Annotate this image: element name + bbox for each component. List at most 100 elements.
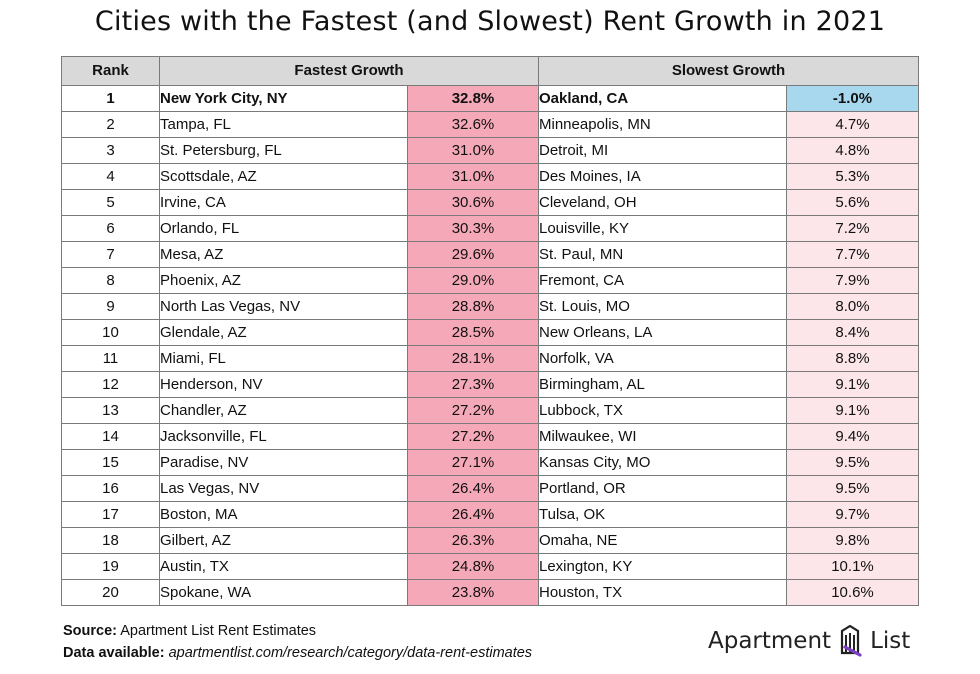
fastest-city-cell: St. Petersburg, FL: [159, 137, 408, 164]
slowest-value-cell: 5.3%: [786, 163, 919, 190]
slowest-city-cell: Detroit, MI: [538, 137, 787, 164]
slowest-city-cell: Portland, OR: [538, 475, 787, 502]
fastest-city-cell: Orlando, FL: [159, 215, 408, 242]
slowest-city-cell: Cleveland, OH: [538, 189, 787, 216]
data-url: apartmentlist.com/research/category/data…: [168, 645, 533, 661]
rent-growth-table: Rank Fastest Growth Slowest Growth 1 New …: [61, 56, 919, 606]
fastest-city-cell: Glendale, AZ: [159, 319, 408, 346]
logo-word-apartment: Apartment: [708, 628, 832, 654]
slowest-city-cell: Lubbock, TX: [538, 397, 787, 424]
fastest-value-cell: 28.5%: [407, 319, 539, 346]
rank-cell: 3: [61, 137, 160, 164]
rank-cell: 12: [61, 371, 160, 398]
slowest-value-cell: 9.1%: [786, 397, 919, 424]
table-row: 3 St. Petersburg, FL 31.0% Detroit, MI 4.8%: [61, 137, 919, 164]
fastest-value-cell: 29.6%: [407, 241, 539, 268]
table-row: 9 North Las Vegas, NV 28.8% St. Louis, MO 8.…: [61, 293, 919, 320]
rank-cell: 9: [61, 293, 160, 320]
fastest-value-cell: 29.0%: [407, 267, 539, 294]
fastest-city-cell: Henderson, NV: [159, 371, 408, 398]
fastest-city-cell: Miami, FL: [159, 345, 408, 372]
table-row: 15 Paradise, NV 27.1% Kansas City, MO 9.5%: [61, 449, 919, 476]
table-row: 7 Mesa, AZ 29.6% St. Paul, MN 7.7%: [61, 241, 919, 268]
source-line: Source: Apartment List Rent Estimates: [63, 620, 532, 642]
data-line: Data available: apartmentlist.com/resear…: [63, 642, 532, 664]
table-row: 19 Austin, TX 24.8% Lexington, KY 10.1%: [61, 553, 919, 580]
rank-cell: 5: [61, 189, 160, 216]
slowest-city-cell: St. Paul, MN: [538, 241, 787, 268]
rank-cell: 15: [61, 449, 160, 476]
slowest-city-cell: Houston, TX: [538, 579, 787, 606]
fastest-city-cell: Jacksonville, FL: [159, 423, 408, 450]
fastest-value-cell: 27.3%: [407, 371, 539, 398]
fastest-city-cell: Spokane, WA: [159, 579, 408, 606]
rank-cell: 14: [61, 423, 160, 450]
table-row: 2 Tampa, FL 32.6% Minneapolis, MN 4.7%: [61, 111, 919, 138]
slowest-value-cell: 4.8%: [786, 137, 919, 164]
rank-cell: 7: [61, 241, 160, 268]
apartment-list-logo-icon: [840, 625, 862, 657]
table-header-row: Rank Fastest Growth Slowest Growth: [61, 56, 919, 86]
fastest-city-cell: Gilbert, AZ: [159, 527, 408, 554]
source-text: Apartment List Rent Estimates: [120, 623, 317, 639]
slowest-value-cell: 9.4%: [786, 423, 919, 450]
logo-word-list: List: [870, 628, 911, 654]
fastest-city-cell: Tampa, FL: [159, 111, 408, 138]
slowest-city-cell: Louisville, KY: [538, 215, 787, 242]
fastest-value-cell: 27.2%: [407, 397, 539, 424]
fastest-value-cell: 30.3%: [407, 215, 539, 242]
fastest-value-cell: 26.3%: [407, 527, 539, 554]
slowest-city-cell: Norfolk, VA: [538, 345, 787, 372]
rank-cell: 16: [61, 475, 160, 502]
fastest-value-cell: 31.0%: [407, 163, 539, 190]
table-row: 20 Spokane, WA 23.8% Houston, TX 10.6%: [61, 579, 919, 606]
fastest-city-cell: North Las Vegas, NV: [159, 293, 408, 320]
chart-title: Cities with the Fastest (and Slowest) Re…: [94, 6, 886, 37]
rank-cell: 8: [61, 267, 160, 294]
source-label: Source:: [63, 623, 117, 639]
fastest-city-cell: Chandler, AZ: [159, 397, 408, 424]
fastest-city-cell: Irvine, CA: [159, 189, 408, 216]
table-row: 1 New York City, NY 32.8% Oakland, CA -1.0%: [61, 85, 919, 112]
header-rank: Rank: [61, 56, 160, 86]
fastest-city-cell: Austin, TX: [159, 553, 408, 580]
slowest-value-cell: 9.7%: [786, 501, 919, 528]
fastest-value-cell: 31.0%: [407, 137, 539, 164]
slowest-city-cell: Omaha, NE: [538, 527, 787, 554]
table-row: 4 Scottsdale, AZ 31.0% Des Moines, IA 5.3%: [61, 163, 919, 190]
table-row: 14 Jacksonville, FL 27.2% Milwaukee, WI 9.4%: [61, 423, 919, 450]
slowest-value-cell: 7.7%: [786, 241, 919, 268]
slowest-value-cell: 9.5%: [786, 475, 919, 502]
rank-cell: 2: [61, 111, 160, 138]
fastest-city-cell: Scottsdale, AZ: [159, 163, 408, 190]
data-available-label: Data available:: [63, 645, 165, 661]
fastest-value-cell: 26.4%: [407, 475, 539, 502]
table-row: 12 Henderson, NV 27.3% Birmingham, AL 9.1%: [61, 371, 919, 398]
table-row: 17 Boston, MA 26.4% Tulsa, OK 9.7%: [61, 501, 919, 528]
slowest-city-cell: Lexington, KY: [538, 553, 787, 580]
slowest-value-cell: -1.0%: [786, 85, 919, 112]
table-row: 16 Las Vegas, NV 26.4% Portland, OR 9.5%: [61, 475, 919, 502]
slowest-value-cell: 8.8%: [786, 345, 919, 372]
rank-cell: 1: [61, 85, 160, 112]
rank-cell: 18: [61, 527, 160, 554]
fastest-value-cell: 27.2%: [407, 423, 539, 450]
slowest-value-cell: 10.1%: [786, 553, 919, 580]
table-row: 8 Phoenix, AZ 29.0% Fremont, CA 7.9%: [61, 267, 919, 294]
slowest-value-cell: 8.4%: [786, 319, 919, 346]
table-row: 10 Glendale, AZ 28.5% New Orleans, LA 8.4%: [61, 319, 919, 346]
fastest-value-cell: 27.1%: [407, 449, 539, 476]
table-body: 1 New York City, NY 32.8% Oakland, CA -1.0% 2…: [61, 85, 919, 606]
fastest-city-cell: Boston, MA: [159, 501, 408, 528]
table-row: 18 Gilbert, AZ 26.3% Omaha, NE 9.8%: [61, 527, 919, 554]
slowest-city-cell: Oakland, CA: [538, 85, 787, 112]
table-row: 11 Miami, FL 28.1% Norfolk, VA 8.8%: [61, 345, 919, 372]
fastest-value-cell: 24.8%: [407, 553, 539, 580]
slowest-value-cell: 10.6%: [786, 579, 919, 606]
rank-cell: 20: [61, 579, 160, 606]
slowest-city-cell: Tulsa, OK: [538, 501, 787, 528]
fastest-city-cell: New York City, NY: [159, 85, 408, 112]
fastest-value-cell: 30.6%: [407, 189, 539, 216]
table-row: 5 Irvine, CA 30.6% Cleveland, OH 5.6%: [61, 189, 919, 216]
